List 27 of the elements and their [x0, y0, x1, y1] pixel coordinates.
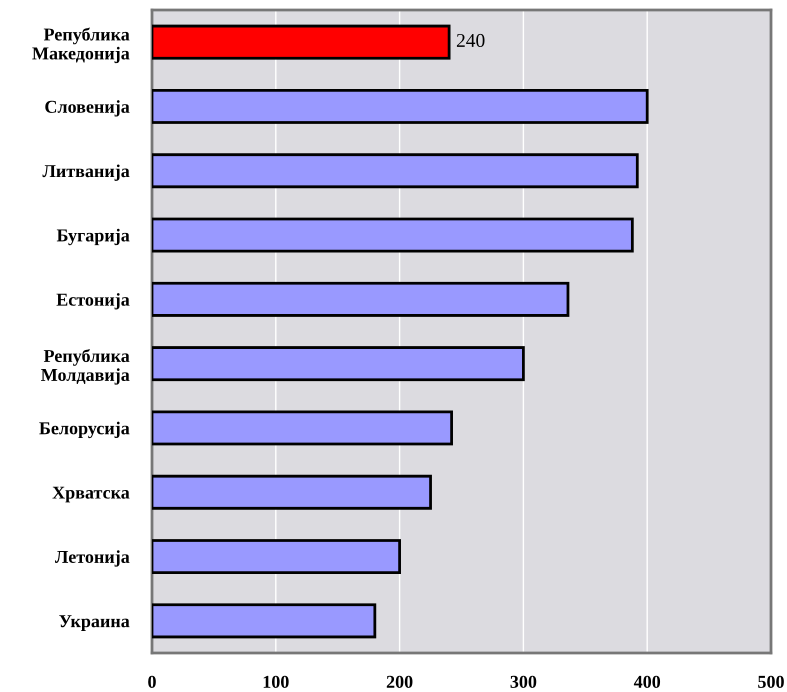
- y-tick-label: Белорусија: [39, 422, 130, 438]
- x-tick-label: 0: [148, 676, 156, 688]
- bar: [152, 153, 639, 188]
- y-tick-label: Хрватска: [52, 486, 130, 502]
- bar: [152, 603, 376, 638]
- y-tick-label: Република Македонија: [32, 27, 130, 64]
- bar: [152, 282, 570, 317]
- y-tick-label: Република Молдавија: [41, 348, 130, 385]
- x-tick-label: 400: [634, 676, 660, 688]
- y-tick-label: Летонија: [54, 550, 130, 567]
- bar: [152, 24, 451, 60]
- x-tick-label: 200: [386, 676, 412, 688]
- bar: [152, 474, 432, 510]
- bar: [152, 218, 634, 253]
- x-tick-label: 500: [758, 676, 784, 688]
- y-tick-label: Бугарија: [56, 228, 130, 246]
- y-tick-label: Украина: [59, 615, 130, 631]
- y-tick-label: Естонија: [56, 293, 130, 310]
- data-label: 240: [456, 34, 484, 48]
- bar: [152, 88, 649, 124]
- bar: [152, 539, 401, 574]
- y-tick-label: Литванија: [42, 164, 130, 181]
- bar: [152, 410, 453, 446]
- bar: [152, 346, 525, 382]
- x-tick-label: 100: [264, 676, 289, 688]
- x-tick-label: 300: [510, 676, 536, 688]
- y-tick-label: Словенија: [45, 100, 130, 117]
